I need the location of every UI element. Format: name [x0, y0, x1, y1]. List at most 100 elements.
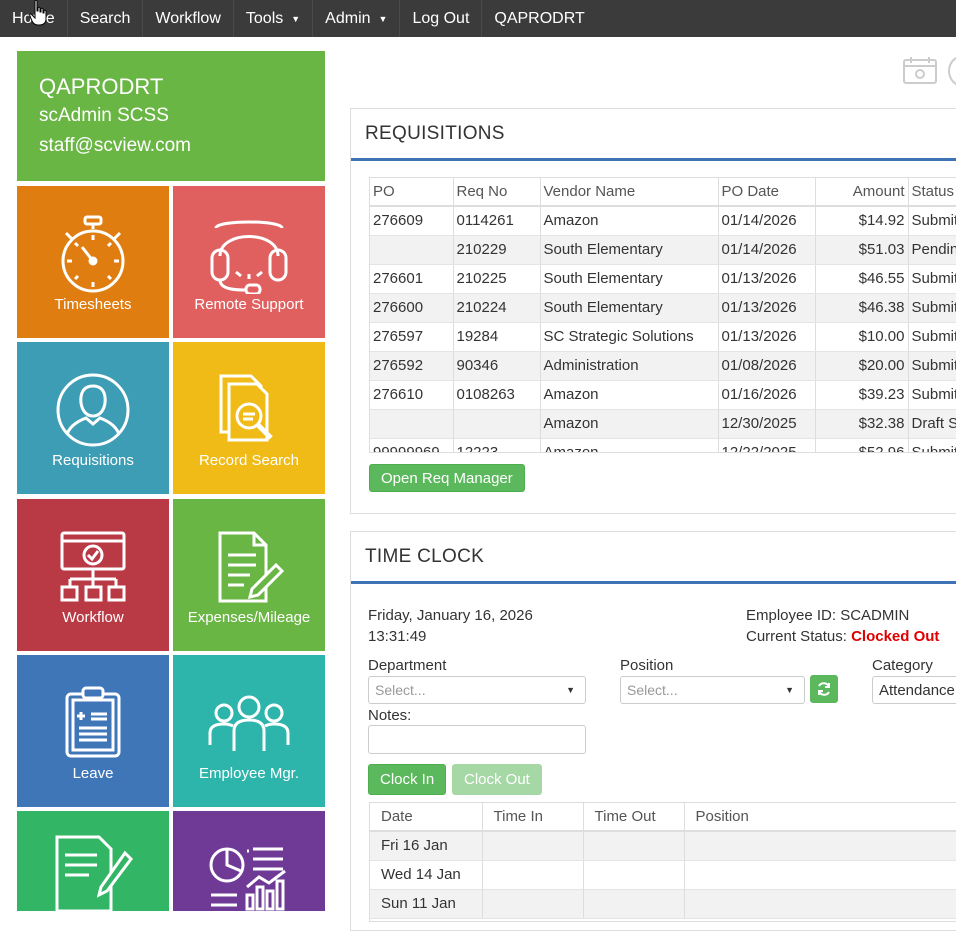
- tile-reports[interactable]: [173, 811, 325, 911]
- cell-vendor: Amazon: [540, 409, 719, 439]
- caret-down-icon: ▼: [566, 685, 575, 695]
- top-navbar: Home Search Workflow Tools▼ Admin▼ Log O…: [0, 0, 956, 37]
- nav-search[interactable]: Search: [68, 0, 144, 37]
- requisitions-header-row: PO Req No Vendor Name PO Date Amount Sta…: [370, 178, 956, 207]
- table-row[interactable]: 276601 210225 South Elementary 01/13/202…: [370, 264, 956, 294]
- nav-admin-label: Admin: [325, 9, 371, 27]
- table-row[interactable]: 276610 0108263 Amazon 01/16/2026 $39.23 …: [370, 380, 956, 410]
- nav-tools-label: Tools: [245, 9, 284, 27]
- nav-brand-label: QAPRODRT: [494, 9, 585, 27]
- current-status-value: Clocked Out: [851, 628, 940, 645]
- cell-amount: $51.03: [815, 235, 909, 265]
- refresh-icon: [818, 682, 830, 696]
- clock-in-button[interactable]: Clock In: [368, 764, 447, 795]
- cell-vendor: Amazon: [540, 380, 719, 410]
- col-status[interactable]: Status: [908, 178, 956, 207]
- cell-amount: $20.00: [815, 351, 909, 381]
- position-select[interactable]: Select... ▼: [620, 676, 805, 704]
- calendar-settings-icon[interactable]: [902, 57, 938, 85]
- tile-record-search[interactable]: Record Search: [173, 342, 325, 494]
- nav-search-label: Search: [79, 9, 131, 27]
- cell-date: 12/22/2025: [718, 438, 816, 452]
- employee-id-row: Employee ID: SCADMIN: [746, 607, 909, 624]
- tile-record-search-label: Record Search: [198, 452, 300, 469]
- table-row[interactable]: 210229 South Elementary 01/14/2026 $51.0…: [370, 235, 956, 265]
- nav-logout[interactable]: Log Out: [400, 0, 483, 37]
- col-vendor-name[interactable]: Vendor Name: [540, 178, 719, 207]
- cell-amount: $39.23: [815, 380, 909, 410]
- cell-amount: $46.55: [815, 264, 909, 294]
- group-icon: [199, 673, 299, 773]
- clock-out-button[interactable]: Clock Out: [452, 764, 542, 795]
- category-label: Category: [872, 657, 933, 674]
- cell-req-no: [453, 409, 541, 439]
- workflow-chart-icon: [43, 517, 143, 617]
- nav-admin-dropdown[interactable]: Admin ▼: [313, 0, 401, 37]
- cell-time-in: [482, 889, 584, 919]
- cell-date: 01/13/2026: [718, 264, 816, 294]
- table-row[interactable]: 276600 210224 South Elementary 01/13/202…: [370, 293, 956, 323]
- category-select[interactable]: Attendance: [872, 676, 956, 704]
- open-req-manager-button[interactable]: Open Req Manager: [369, 464, 525, 492]
- tile-workflow[interactable]: Workflow: [17, 499, 169, 651]
- tile-remote-support[interactable]: Remote Support: [173, 186, 325, 338]
- tile-requisitions[interactable]: Requisitions: [17, 342, 169, 494]
- current-time: 13:31:49: [368, 628, 427, 645]
- cell-amount: $32.38: [815, 409, 909, 439]
- cell-date: 01/13/2026: [718, 293, 816, 323]
- table-row[interactable]: Amazon 12/30/2025 $32.38 Draft Saved: [370, 409, 956, 439]
- refresh-button[interactable]: [810, 675, 838, 703]
- cell-status: Submitted: [908, 380, 956, 410]
- table-row: Wed 14 Jan: [370, 860, 956, 890]
- table-row[interactable]: 276592 90346 Administration 01/08/2026 $…: [370, 351, 956, 381]
- document-search-icon: [199, 360, 299, 460]
- cell-vendor: South Elementary: [540, 235, 719, 265]
- time-entries-table-scroll[interactable]: Date Time In Time Out Position Fri 16 Ja…: [369, 802, 956, 922]
- requisitions-table-scroll[interactable]: PO Req No Vendor Name PO Date Amount Sta…: [369, 177, 956, 453]
- col-time-in: Time In: [482, 803, 584, 832]
- cell-po: [370, 409, 454, 439]
- col-req-no[interactable]: Req No: [453, 178, 541, 207]
- cell-vendor: Amazon: [540, 438, 719, 452]
- tile-employee-mgr-label: Employee Mgr.: [198, 765, 300, 782]
- cell-req-no: 210229: [453, 235, 541, 265]
- cell-amount: $52.96: [815, 438, 909, 452]
- cell-req-no: 210225: [453, 264, 541, 294]
- cell-req-no: 210224: [453, 293, 541, 323]
- tile-expenses-mileage[interactable]: Expenses/Mileage: [173, 499, 325, 651]
- caret-down-icon: ▼: [378, 13, 388, 24]
- cell-time-out: [583, 860, 685, 890]
- nav-workflow[interactable]: Workflow: [143, 0, 234, 37]
- department-select[interactable]: Select... ▼: [368, 676, 586, 704]
- current-status-label: Current Status:: [746, 628, 847, 645]
- col-po-date[interactable]: PO Date: [718, 178, 816, 207]
- tile-employee-mgr[interactable]: Employee Mgr.: [173, 655, 325, 807]
- cell-date: 01/13/2026: [718, 322, 816, 352]
- cell-date: Wed 14 Jan: [370, 860, 483, 890]
- cell-date: 01/14/2026: [718, 206, 816, 236]
- tile-timesheets[interactable]: Timesheets: [17, 186, 169, 338]
- cell-vendor: SC Strategic Solutions: [540, 322, 719, 352]
- table-row[interactable]: 99999969 12223 Amazon 12/22/2025 $52.96 …: [370, 438, 956, 452]
- cell-req-no: 0108263: [453, 380, 541, 410]
- table-row[interactable]: 276597 19284 SC Strategic Solutions 01/1…: [370, 322, 956, 352]
- tile-signature[interactable]: [17, 811, 169, 911]
- cell-position: [684, 831, 956, 861]
- department-label: Department: [368, 657, 447, 674]
- table-row[interactable]: 276609 0114261 Amazon 01/14/2026 $14.92 …: [370, 206, 956, 236]
- cell-date: Sun 11 Jan: [370, 889, 483, 919]
- tile-remote-support-label: Remote Support: [194, 296, 304, 313]
- notes-input[interactable]: [368, 725, 586, 754]
- tile-leave[interactable]: Leave: [17, 655, 169, 807]
- cell-time-in: [482, 860, 584, 890]
- caret-down-icon: ▼: [291, 13, 301, 24]
- report-chart-icon: [199, 843, 299, 911]
- col-amount[interactable]: Amount: [815, 178, 909, 207]
- cell-req-no: 12223: [453, 438, 541, 452]
- help-circle-button[interactable]: [948, 55, 956, 87]
- cell-status: Pending: [908, 235, 956, 265]
- nav-tools-dropdown[interactable]: Tools ▼: [234, 0, 314, 37]
- time-entries-table: Date Time In Time Out Position Fri 16 Ja…: [370, 803, 956, 919]
- cell-po: 276601: [370, 264, 454, 294]
- col-po[interactable]: PO: [370, 178, 454, 207]
